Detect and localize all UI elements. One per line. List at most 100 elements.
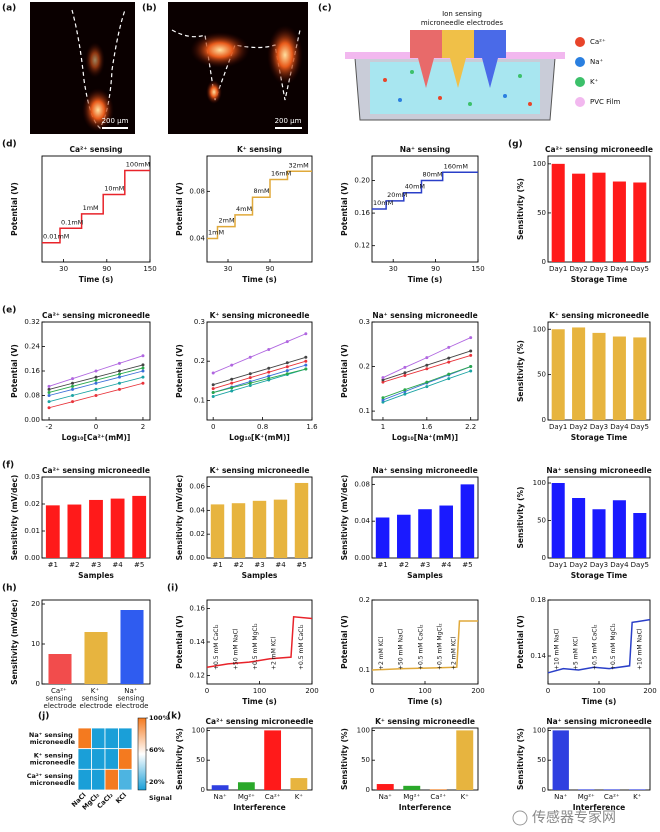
chart-title: K⁺ sensing microneedle [210, 311, 310, 320]
x-tick-label: Na⁺ [554, 793, 568, 801]
y-axis-label: Sensitivity (%) [175, 728, 184, 790]
data-point [304, 355, 308, 359]
heatmap-cell [91, 727, 106, 750]
bar [48, 654, 72, 684]
row-label: Ca²⁺ sensing microneedle [27, 772, 76, 787]
x-tick-label: #1 [48, 561, 58, 569]
data-point [381, 400, 385, 404]
y-tick-label: 100 [533, 160, 546, 168]
y-tick-label: 0.16 [354, 209, 370, 217]
data-point [403, 371, 407, 375]
y-tick-label: 0.32 [24, 318, 40, 326]
y-tick-label: 0.2 [359, 363, 370, 371]
series-line [213, 360, 306, 390]
data-point [469, 353, 473, 357]
series-line [213, 333, 306, 374]
bar [294, 482, 309, 558]
x-tick-label: Na⁺ [214, 793, 228, 801]
y-axis-label: Sensitivity (mV/dec) [340, 475, 349, 561]
colorbar-tick-label: 20% [149, 778, 165, 786]
step-label: 10mM [373, 199, 393, 207]
data-point [469, 349, 473, 353]
data-point [117, 369, 121, 373]
annotation: +2 mM KCl [271, 637, 278, 670]
chart-title: K⁺ sensing [237, 145, 282, 154]
y-tick-label: 100 [533, 325, 546, 333]
y-tick-label: 0 [542, 258, 546, 266]
bar [403, 785, 421, 790]
series-line [213, 364, 306, 393]
y-tick-label: 0.16 [24, 367, 40, 375]
data-point [267, 370, 271, 374]
x-tick-label: 150 [471, 265, 484, 273]
series-line [206, 615, 313, 668]
panel-label: (i) [167, 584, 178, 594]
data-point [211, 391, 215, 395]
annotation: +0.5 mM CaCl₂ [298, 624, 305, 670]
x-axis-label: Time (s) [242, 697, 277, 706]
y-axis-label: Potential (V) [516, 615, 525, 669]
y-axis-label: Sensitivity (%) [516, 487, 525, 549]
x-tick-label: Na⁺ sensing electrode [116, 687, 149, 710]
bar [629, 789, 646, 790]
data-point [447, 345, 451, 349]
step-label: 1mM [208, 228, 224, 236]
data-point [447, 356, 451, 360]
x-tick-label: Day5 [631, 265, 649, 273]
row-label: K⁺ sensing microneedle [30, 752, 76, 767]
y-tick-label: 0.12 [189, 672, 205, 680]
y-tick-label: 0 [542, 786, 546, 794]
data-point [47, 390, 51, 394]
colorbar-label: Signal [149, 794, 172, 802]
y-tick-label: 0.06 [189, 483, 205, 491]
series-line [372, 171, 478, 210]
step-label: 8mM [254, 187, 270, 195]
x-tick-label: #1 [377, 561, 387, 569]
y-tick-label: 0 [36, 680, 40, 688]
bar [132, 495, 147, 558]
panel-label: (b) [142, 4, 157, 14]
x-tick-label: #4 [441, 561, 452, 569]
y-tick-label: 50 [196, 756, 205, 764]
annotation: +0.5 mM MgCl₂ [610, 623, 617, 670]
x-tick-label: K⁺ sensing electrode [80, 687, 113, 710]
data-point [469, 369, 473, 373]
bar [552, 730, 569, 790]
y-tick-label: 0.1 [194, 396, 205, 404]
data-point [47, 384, 51, 388]
data-point [285, 340, 289, 344]
y-tick-label: 0.00 [354, 554, 370, 562]
x-tick-label: 0 [211, 423, 215, 431]
y-tick-label: 0.2 [359, 596, 370, 604]
annotation: +5 mM KCl [573, 637, 580, 670]
y-tick-label: 0 [542, 416, 546, 424]
data-point [230, 377, 234, 381]
bar [237, 782, 255, 790]
y-tick-label: 100 [533, 479, 546, 487]
image-a: (a) 200 μm [2, 2, 135, 134]
x-tick-label: 1.6 [306, 423, 318, 431]
legend-label: Ca²⁺ [590, 38, 606, 46]
x-axis-label: Time (s) [408, 275, 443, 284]
data-point [47, 394, 51, 397]
data-point [47, 406, 51, 410]
step-label: 10mM [104, 185, 124, 193]
step-label: 20mM [387, 191, 407, 199]
x-axis-label: Log₁₀[K⁺(mM)] [229, 433, 290, 442]
series-line [207, 170, 312, 240]
plot-frame [371, 599, 479, 685]
bar [572, 327, 586, 420]
chart-title: Ca²⁺ sensing microneedle [206, 717, 314, 726]
data-point [71, 384, 75, 388]
data-point [285, 361, 289, 365]
x-tick-label: 30 [224, 265, 233, 273]
data-point [141, 381, 145, 385]
plot-frame [41, 155, 151, 263]
step-label: 16mM [271, 170, 291, 178]
x-tick-label: #3 [420, 561, 430, 569]
x-tick-label: 0 [370, 687, 374, 695]
x-tick-label: Day1 [549, 265, 567, 273]
x-tick-label: 150 [143, 265, 156, 273]
data-point [248, 384, 252, 388]
step-label: 4mM [236, 205, 252, 213]
